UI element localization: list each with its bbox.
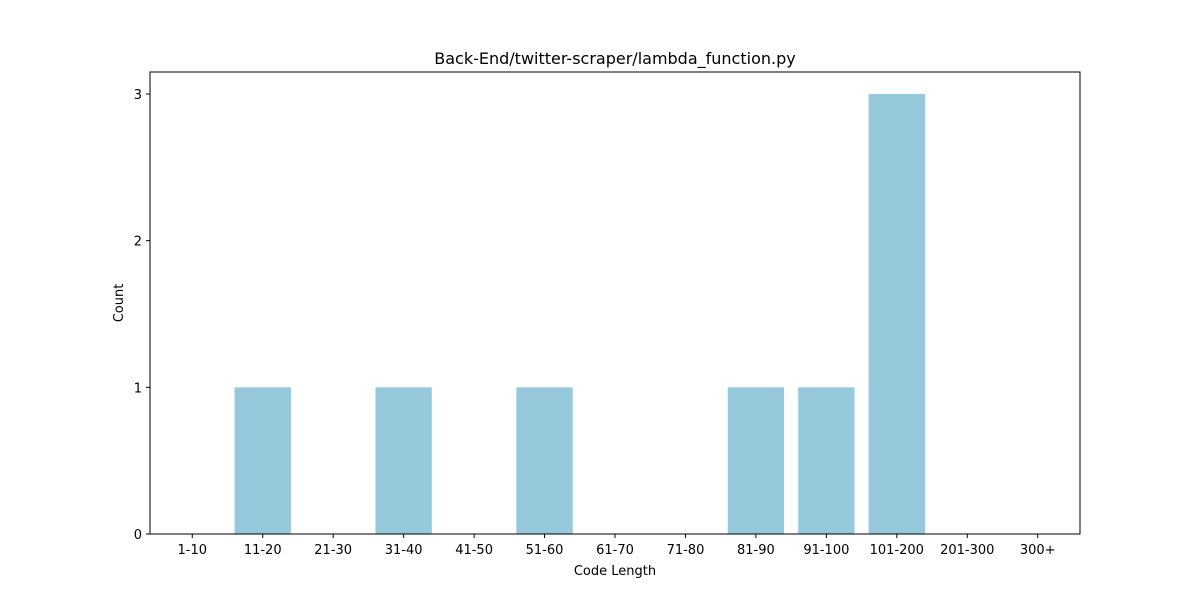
y-tick-label: 2 [134, 235, 142, 250]
bar-81-90 [728, 387, 784, 534]
x-tick-label: 21-30 [314, 543, 352, 558]
bar-31-40 [375, 387, 431, 534]
x-tick-label: 11-20 [244, 543, 282, 558]
bar-101-200 [869, 94, 925, 534]
x-tick-label: 300+ [1020, 543, 1056, 558]
bars-layer [235, 94, 925, 534]
chart-title: Back-End/twitter-scraper/lambda_function… [434, 49, 795, 69]
bar-11-20 [235, 387, 291, 534]
x-tick-label: 101-200 [870, 543, 924, 558]
x-tick-label: 41-50 [455, 543, 493, 558]
y-tick-label: 0 [134, 528, 142, 543]
y-tick-label: 1 [134, 381, 142, 396]
x-tick-label: 1-10 [178, 543, 208, 558]
x-tick-label: 51-60 [526, 543, 564, 558]
y-tick-label: 3 [134, 88, 142, 103]
x-tick-label: 81-90 [737, 543, 775, 558]
x-tick-label: 91-100 [803, 543, 849, 558]
x-tick-label: 71-80 [667, 543, 705, 558]
y-axis-ticks: 0 1 2 3 [134, 88, 150, 543]
x-tick-label: 201-300 [940, 543, 994, 558]
x-axis-label: Code Length [574, 564, 656, 579]
x-tick-label: 31-40 [385, 543, 423, 558]
bar-91-100 [798, 387, 854, 534]
x-tick-label: 61-70 [596, 543, 634, 558]
bar-51-60 [516, 387, 572, 534]
x-axis-ticks: 1-10 11-20 21-30 31-40 41-50 51-60 61-70 71-80 8… [178, 534, 1056, 558]
y-axis-label: Count [112, 284, 127, 323]
